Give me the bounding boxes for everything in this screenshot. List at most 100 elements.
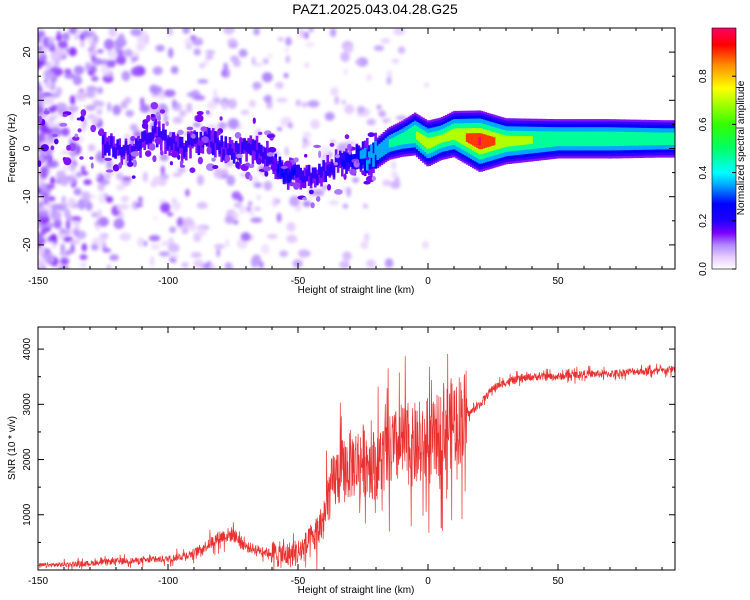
x-tick-label: 50 [552,276,564,287]
heatmap-cell [143,240,148,247]
heatmap-cell [103,38,115,50]
heatmap-cell [234,132,242,139]
heatmap-cell [80,122,86,133]
heatmap-ridge-cell [214,140,217,158]
heatmap-cell [193,259,205,268]
heatmap-cell [253,206,261,211]
heatmap-cell [225,262,233,269]
heatmap-ridge-cell [216,138,219,151]
heatmap-cell [391,170,399,179]
heatmap-ridge-cell [135,139,138,150]
heatmap-ridge-cell [172,140,176,157]
heatmap-cell [270,163,278,171]
heatmap-ridge-cell [249,144,253,156]
heatmap-cell [63,72,76,79]
heatmap-cell [105,169,114,173]
heatmap-cell [266,233,278,239]
heatmap-ridge-cell [357,149,361,164]
heatmap-cell [186,126,194,131]
heatmap-cell [98,192,106,204]
heatmap-cell [84,61,92,72]
heatmap-cell [324,112,335,121]
heatmap-cell [321,184,329,190]
heatmap-cell [200,126,208,132]
heatmap-ridge-cell [253,140,257,152]
heatmap-ridge-cell [447,131,450,141]
heatmap-cell [238,49,248,58]
heatmap-cell [82,30,90,39]
heatmap-ridge-cell [232,152,236,164]
heatmap-ridge-cell [338,151,342,165]
heatmap-ridge-cell [368,151,371,164]
heatmap-cell [179,160,183,167]
heatmap-ridge-cell [588,131,592,147]
heatmap-ridge-cell [168,139,171,156]
heatmap-cell [192,37,204,46]
heatmap-cell [224,215,235,225]
heatmap-ridge-cell [478,137,481,146]
heatmap-ridge-cell [505,135,508,147]
heatmap-cell [43,197,49,206]
heatmap-ridge-cell [490,136,494,146]
heatmap-ridge-cell [553,131,556,147]
heatmap-cell [356,105,366,114]
heatmap-cell [197,79,209,84]
heatmap-cell [360,241,369,250]
heatmap-ridge-cell [374,140,377,155]
heatmap-cell [62,113,68,117]
heatmap-ridge-cell [182,146,186,158]
heatmap-ridge-cell [126,144,130,155]
heatmap-ridge-cell [249,135,253,152]
heatmap-ridge-cell [415,131,419,140]
heatmap-cell [302,200,312,208]
heatmap-cell [145,150,152,157]
heatmap-cell [422,240,429,250]
heatmap-ridge-cell [276,165,280,174]
heatmap-ridge-cell [636,132,639,146]
heatmap-cell [395,115,408,121]
heatmap-cell [224,239,230,248]
heatmap-cell [261,72,273,83]
heatmap-cell [38,132,46,143]
heatmap-ridge-cell [343,151,346,166]
snr-x-axis-label: Height of straight line (km) [298,585,415,596]
heatmap-cell [329,142,335,147]
heatmap-cell [132,132,143,137]
heatmap-ridge-cell [251,148,255,165]
heatmap-ridge-cell [540,131,544,148]
heatmap-cell [256,158,262,165]
heatmap-cell [90,124,97,133]
heatmap-cell [320,146,331,155]
heatmap-ridge-cell [393,137,396,147]
heatmap-cell [157,92,166,100]
heatmap-cell [196,174,204,186]
heatmap-cell [286,234,298,244]
heatmap-cell [285,55,291,64]
heatmap-cell [102,58,108,64]
heatmap-ridge-cell [395,136,398,146]
heatmap-ridge-cell [343,160,346,169]
heatmap-cell [302,131,312,139]
heatmap-ridge-cell [401,133,404,145]
heatmap-ridge-cell [314,171,317,188]
heatmap-ridge-cell [582,131,585,147]
heatmap-cell [130,135,136,142]
heatmap-ridge-cell [332,165,336,178]
heatmap-ridge-cell [497,133,500,150]
heatmap-ridge-cell [164,129,167,141]
heatmap-cell [340,51,350,63]
heatmap-ridge-cell [509,135,513,147]
heatmap-cell [70,173,75,185]
heatmap-ridge-cell [601,131,604,147]
heatmap-cell [74,34,79,40]
heatmap-ridge-cell [237,143,240,155]
heatmap-ridge-cell [449,130,452,141]
heatmap-cell [168,47,174,59]
heatmap-cell [169,226,177,233]
heatmap-ridge-cell [108,135,111,152]
heatmap-cell [139,67,146,75]
heatmap-cell [65,249,72,255]
heatmap-cell [38,50,47,55]
heatmap-cell [264,170,269,177]
heatmap-cell [97,86,104,95]
